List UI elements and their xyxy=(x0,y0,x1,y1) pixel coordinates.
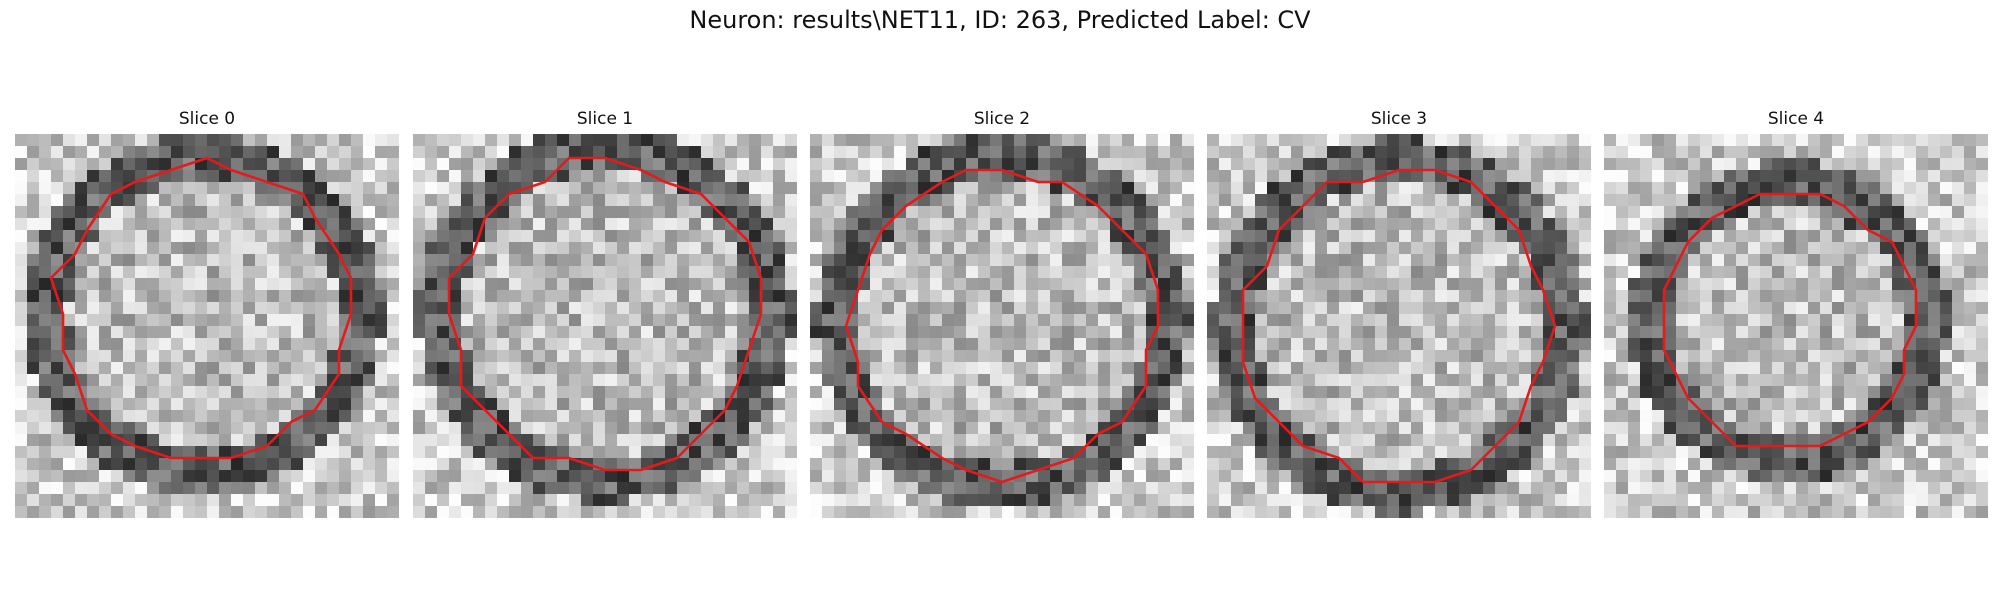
slice-title-4: Slice 4 xyxy=(1767,109,1825,129)
slice-title-1: Slice 1 xyxy=(576,109,634,129)
slice-image-4 xyxy=(1604,134,1988,518)
slice-panel-4: Slice 4 xyxy=(1604,104,1988,518)
slice-panel-2: Slice 2 xyxy=(810,104,1194,518)
contour-line xyxy=(447,156,763,472)
slice-title-2: Slice 2 xyxy=(973,109,1031,129)
slice-panel-3: Slice 3 xyxy=(1207,104,1591,518)
contour-line xyxy=(844,168,1160,484)
slice-title-0: Slice 0 xyxy=(178,109,236,129)
slice-image-2 xyxy=(810,134,1194,518)
slice-image-3 xyxy=(1207,134,1591,518)
contour-line xyxy=(1662,192,1918,448)
contour-line xyxy=(1241,168,1557,484)
figure-title: Neuron: results\NET11, ID: 263, Predicte… xyxy=(689,6,1311,34)
slice-panel-1: Slice 1 xyxy=(413,104,797,518)
slice-title-3: Slice 3 xyxy=(1370,109,1428,129)
slice-panel-0: Slice 0 xyxy=(15,104,399,518)
contour-line xyxy=(49,156,353,460)
slice-image-0 xyxy=(15,134,399,518)
slice-image-1 xyxy=(413,134,797,518)
